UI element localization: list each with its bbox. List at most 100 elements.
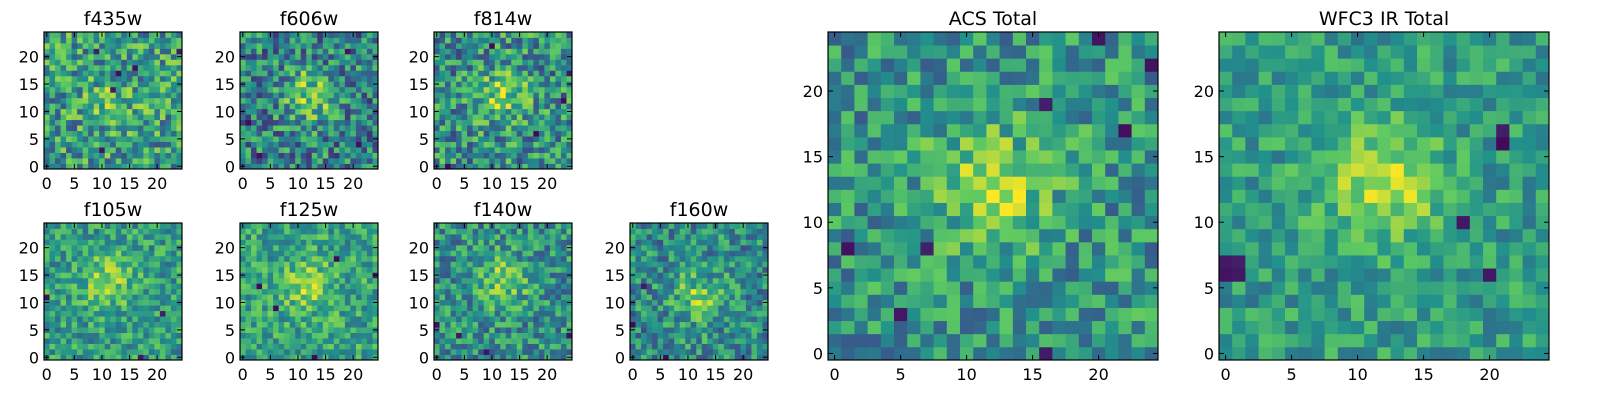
heatmap-cell	[674, 310, 681, 317]
heatmap-cell	[306, 163, 313, 170]
heatmap-cell	[880, 255, 895, 269]
heatmap-cell	[549, 277, 556, 284]
heatmap-cell	[49, 310, 56, 317]
heatmap-cell	[137, 272, 144, 279]
heatmap-cell	[93, 277, 100, 284]
heatmap-cell	[273, 277, 280, 284]
heatmap-cell	[311, 354, 318, 361]
heatmap-cell	[566, 277, 573, 284]
heatmap-cell	[350, 316, 357, 323]
heatmap-cell	[494, 81, 501, 88]
heatmap-cell	[170, 349, 177, 355]
y-tick-label: 20	[215, 239, 235, 258]
heatmap-cell	[511, 332, 518, 339]
heatmap-cell	[165, 255, 172, 262]
heatmap-cell	[522, 272, 529, 279]
heatmap-cell	[701, 223, 708, 229]
heatmap-cell	[306, 119, 313, 126]
heatmap-cell	[66, 310, 72, 317]
heatmap-cell	[328, 223, 335, 229]
heatmap-cell	[115, 316, 122, 323]
heatmap-cell	[946, 202, 961, 217]
y-tick-label: 15	[409, 266, 429, 285]
heatmap-cell	[300, 158, 307, 164]
heatmap-cell	[278, 288, 285, 295]
heatmap-cell	[663, 244, 670, 251]
heatmap-cell	[350, 321, 357, 328]
heatmap-cell	[723, 223, 730, 229]
heatmap-cell	[707, 332, 714, 339]
heatmap-cell	[159, 103, 166, 110]
heatmap-cell	[77, 277, 84, 284]
heatmap-cell	[456, 305, 462, 312]
heatmap-cell	[344, 147, 351, 153]
heatmap-cell	[251, 70, 257, 77]
heatmap-cell	[148, 332, 155, 339]
heatmap-cell	[751, 321, 758, 328]
heatmap-cell	[132, 48, 139, 55]
heatmap-cell	[148, 108, 155, 115]
heatmap-cell	[1118, 228, 1132, 243]
heatmap-cell	[946, 163, 961, 177]
heatmap-cells	[44, 32, 183, 170]
heatmap-cell	[71, 332, 78, 339]
heatmap-cell	[456, 277, 462, 284]
heatmap-cell	[132, 294, 139, 301]
heatmap-cell	[1012, 281, 1027, 295]
heatmap-cell	[999, 307, 1014, 322]
heatmap-cell	[467, 294, 474, 301]
heatmap-cell	[143, 92, 150, 99]
heatmap-cell	[478, 305, 485, 312]
heatmap-cell	[154, 283, 161, 290]
heatmap-cell	[60, 228, 67, 235]
heatmap-cell	[289, 108, 296, 115]
heatmap-cell	[372, 310, 379, 317]
heatmap-cell	[841, 281, 855, 295]
heatmap-cell	[240, 59, 246, 66]
heatmap-cell	[450, 130, 457, 137]
heatmap-cell	[93, 244, 100, 251]
heatmap-cell	[434, 92, 440, 99]
heatmap-cell	[456, 294, 462, 301]
heatmap-cell	[729, 255, 736, 262]
heatmap-cell	[82, 130, 89, 137]
heatmap-cell	[99, 119, 106, 126]
heatmap-cell	[516, 108, 523, 115]
heatmap-cell	[960, 307, 974, 322]
heatmap-cell	[566, 233, 573, 240]
heatmap-cell	[483, 223, 490, 229]
heatmap-cell	[489, 310, 496, 317]
heatmap-cell	[461, 299, 468, 306]
heatmap-cell	[256, 349, 263, 355]
x-tick-label: 15	[315, 365, 335, 384]
heatmap-cell	[450, 244, 457, 251]
heatmap-cell	[137, 261, 144, 268]
heatmap-cell	[132, 97, 139, 104]
heatmap-cell	[121, 223, 128, 229]
panel-title: f125w	[280, 199, 339, 221]
heatmap-cell	[339, 152, 346, 159]
heatmap-cell	[71, 277, 78, 284]
heatmap-cell	[538, 233, 545, 240]
heatmap-cell	[176, 239, 183, 246]
heatmap-cell	[328, 277, 335, 284]
heatmap-cell	[361, 327, 368, 333]
heatmap-cell	[344, 316, 351, 323]
heatmap-cell	[115, 37, 122, 44]
heatmap-cell	[707, 349, 714, 355]
heatmap-cell	[544, 53, 551, 60]
heatmap-cell	[641, 277, 647, 284]
heatmap-cell	[450, 147, 457, 153]
heatmap-cell	[132, 338, 139, 344]
heatmap-cell	[707, 239, 714, 246]
heatmap-cell	[121, 147, 128, 153]
heatmap-cell	[641, 239, 647, 246]
heatmap-cell	[49, 321, 56, 328]
heatmap-cell	[707, 343, 714, 350]
heatmap-cell	[1039, 215, 1053, 230]
heatmap-cell	[707, 233, 714, 240]
heatmap-cell	[262, 64, 268, 71]
heatmap-cell	[60, 277, 67, 284]
heatmap-cell	[245, 130, 252, 137]
heatmap-cell	[516, 119, 523, 126]
